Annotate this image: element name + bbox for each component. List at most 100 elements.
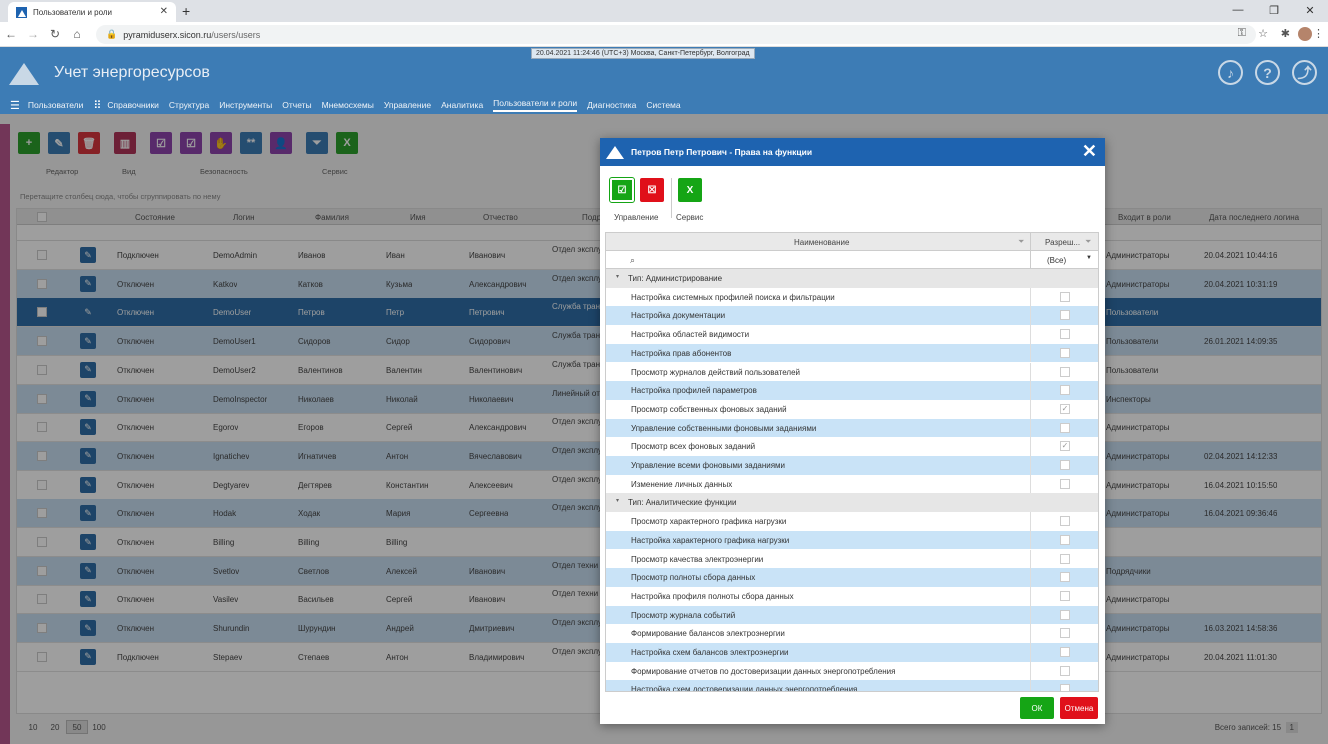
allow-checkbox[interactable] [1060, 422, 1070, 433]
col-allow-filter-icon[interactable]: ⏷ [1085, 237, 1092, 246]
tab-close-icon[interactable]: ✕ [159, 6, 168, 17]
window-close-icon[interactable]: ✕ [1305, 4, 1315, 17]
allow-checkbox[interactable] [1060, 553, 1070, 564]
rights-row[interactable]: Управление всеми фоновыми заданиями [606, 456, 1098, 475]
col-name-filter-icon[interactable]: ⏷ [1018, 237, 1025, 246]
deny-all-button[interactable]: ☒ [640, 178, 664, 202]
rights-row[interactable]: Формирование балансов электроэнергии [606, 624, 1098, 643]
url-field[interactable]: 🔒 pyramiduserx.sicon.ru/users/users [96, 25, 1256, 44]
menu-tools[interactable]: Инструменты [219, 100, 273, 110]
delete-user-button[interactable]: 🗑 [78, 132, 100, 154]
key-icon[interactable]: ⚿ [1237, 27, 1246, 39]
rights-row[interactable]: Просмотр полноты сбора данных [606, 568, 1098, 587]
profile-avatar[interactable] [1298, 27, 1312, 41]
allow-checkbox[interactable]: ✓ [1060, 441, 1070, 452]
dialog-close-icon[interactable]: ✕ [1081, 141, 1097, 161]
allow-checkbox[interactable] [1060, 534, 1070, 545]
row-checkbox[interactable] [37, 651, 47, 662]
logout-icon[interactable]: ⤴ [1292, 60, 1317, 85]
rights-row[interactable]: Настройка профиля полноты сбора данных [606, 586, 1098, 606]
row-checkbox[interactable] [37, 278, 47, 289]
cancel-button[interactable]: Отмена [1060, 697, 1098, 719]
hamburger-icon[interactable]: ☰ [10, 99, 20, 112]
menu-system[interactable]: Система [646, 100, 681, 110]
rights-row[interactable]: Просмотр собственных фоновых заданий ✓ [606, 399, 1098, 419]
edit-row-icon[interactable]: ✎ [80, 275, 96, 292]
menu-mnemoschemes[interactable]: Мнемосхемы [321, 100, 374, 110]
page-size-100[interactable]: 100 [92, 722, 106, 732]
rights-row[interactable]: Настройка схем балансов электроэнергии [606, 643, 1098, 662]
row-checkbox[interactable] [37, 450, 47, 461]
select-all-checkbox[interactable] [37, 212, 47, 222]
menu-reports[interactable]: Отчеты [282, 100, 312, 110]
allow-checkbox[interactable] [1060, 572, 1070, 583]
group-row[interactable]: ▾ Тип: Аналитические функции [606, 493, 1098, 513]
allow-all-button[interactable]: ☑ [609, 177, 635, 203]
allow-checkbox[interactable] [1060, 329, 1070, 340]
menu-management[interactable]: Управление [383, 100, 432, 110]
menu-users-roles[interactable]: Пользователи и роли [493, 98, 578, 112]
allow-checkbox[interactable] [1060, 647, 1070, 657]
col-department[interactable]: Подр [582, 213, 602, 222]
row-checkbox[interactable] [37, 307, 47, 318]
star-icon[interactable]: ☆ [1258, 28, 1268, 40]
edit-row-icon[interactable]: ✎ [80, 361, 96, 378]
forward-icon[interactable]: → [27, 27, 39, 41]
rights-row[interactable]: Просмотр журналов действий пользователей [606, 362, 1098, 382]
chevron-down-icon[interactable]: ▼ [1086, 255, 1092, 261]
menu-structure[interactable]: Структура [168, 100, 210, 110]
rights-row[interactable]: Настройка прав абонентов [606, 343, 1098, 363]
edit-row-icon[interactable]: ✎ [80, 562, 96, 579]
row-checkbox[interactable] [37, 623, 47, 634]
row-checkbox[interactable] [37, 393, 47, 404]
allow-checkbox[interactable] [1060, 590, 1070, 601]
edit-row-icon[interactable]: ✎ [80, 648, 96, 665]
rights-row[interactable]: Управление собственными фоновыми задания… [606, 418, 1098, 438]
row-checkbox[interactable] [37, 594, 47, 605]
edit-user-button[interactable]: ✎ [48, 132, 70, 154]
help-icon[interactable]: ? [1255, 60, 1280, 85]
edit-row-icon[interactable]: ✎ [80, 534, 96, 550]
page-size-20[interactable]: 20 [50, 722, 60, 732]
col-name[interactable]: Наименование [794, 238, 850, 247]
rights-row[interactable]: Формирование отчетов по достоверизации д… [606, 661, 1098, 681]
row-checkbox[interactable] [37, 479, 47, 490]
page-size-50[interactable]: 50 [66, 720, 88, 734]
col-middlename[interactable]: Отчество [483, 213, 518, 222]
edit-row-icon[interactable]: ✎ [80, 333, 96, 350]
maximize-icon[interactable]: ❐ [1269, 4, 1279, 17]
edit-row-icon[interactable]: ✎ [80, 505, 96, 522]
dialog-excel-button[interactable]: X [678, 178, 702, 202]
edit-row-icon[interactable]: ✎ [80, 419, 96, 436]
reload-icon[interactable]: ↻ [49, 27, 61, 41]
allow-checkbox[interactable] [1060, 665, 1070, 676]
rights-row[interactable]: Настройка областей видимости [606, 325, 1098, 344]
edit-row-icon[interactable]: ✎ [80, 476, 96, 493]
home-icon[interactable]: ⌂ [73, 27, 81, 41]
rights-row[interactable]: Настройка профилей параметров [606, 381, 1098, 400]
allow-checkbox[interactable] [1060, 516, 1070, 527]
allow-checkbox[interactable] [1060, 310, 1070, 321]
allow-checkbox[interactable] [1060, 609, 1070, 620]
excel-export-button[interactable]: X [336, 132, 358, 154]
edit-row-icon[interactable]: ✎ [80, 447, 96, 464]
columns-view-button[interactable]: ▥ [114, 132, 136, 154]
new-tab-icon[interactable]: + [182, 3, 191, 19]
browser-menu-icon[interactable]: ⋮ [1313, 28, 1324, 40]
allow-checkbox[interactable] [1060, 460, 1070, 470]
edit-row-icon[interactable]: ✎ [80, 390, 96, 407]
collapse-caret-icon[interactable]: ▾ [616, 498, 620, 505]
permissions-hand-button[interactable]: ✋ [210, 132, 232, 154]
apps-grid-icon[interactable]: ⠿ [93, 99, 102, 112]
minimize-icon[interactable]: — [1232, 4, 1244, 16]
rights-row[interactable]: Настройка характерного графика нагрузки [606, 530, 1098, 550]
allow-checkbox[interactable] [1060, 628, 1070, 639]
rights-row[interactable]: Просмотр всех фоновых заданий ✓ [606, 437, 1098, 456]
rights-row[interactable]: Просмотр характерного графика нагрузки [606, 512, 1098, 531]
add-user-button[interactable]: + [18, 132, 40, 154]
allow-filter-select[interactable]: (Все) [1047, 256, 1067, 265]
extensions-icon[interactable]: ✱ [1280, 28, 1290, 40]
menu-diagnostics[interactable]: Диагностика [587, 100, 637, 110]
back-icon[interactable]: ← [5, 27, 17, 41]
menu-users[interactable]: Пользователи [27, 100, 84, 110]
